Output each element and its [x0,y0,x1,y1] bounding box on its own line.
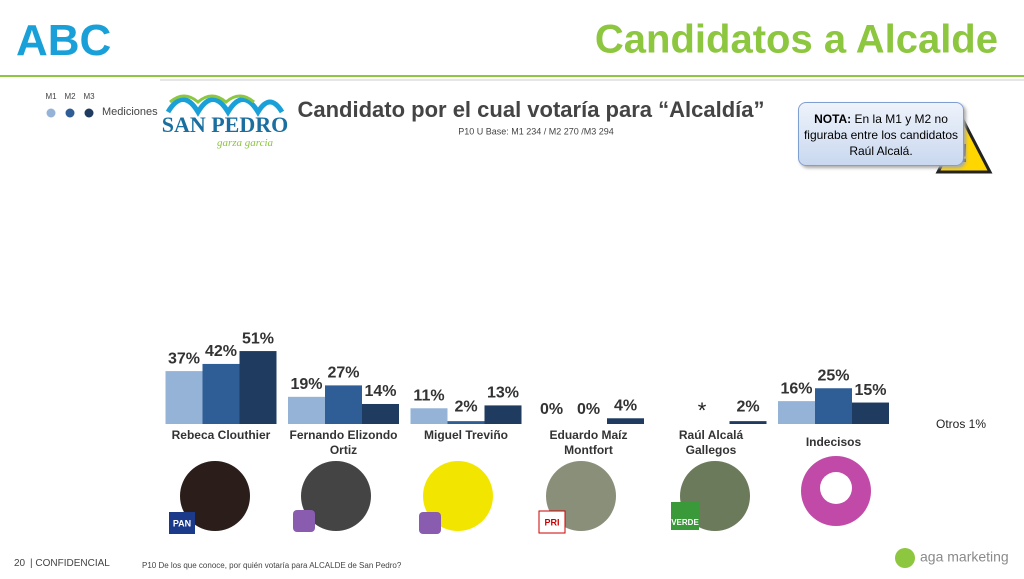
bar [729,421,767,424]
party-label: VERDE [671,518,699,527]
bar [410,408,448,424]
value-label: 0% [540,401,563,418]
page-title: Candidatos a Alcalde [595,18,998,62]
value-label: 4% [614,397,637,414]
category-label: Fernando Elizondo Ortiz [289,428,398,457]
value-label: 2% [736,398,759,415]
party-label: PAN [173,518,191,528]
value-label: 0% [577,401,600,418]
note: NOTA: En la M1 y M2 no figuraba entre lo… [798,102,964,166]
category-label: Rebeca Clouthier [171,428,271,442]
bar [325,385,362,424]
photo [301,461,371,531]
chart-subtitle: P10 U Base: M1 234 / M2 270 /M3 294 [458,126,614,136]
annotation: * [698,398,707,423]
bar [447,421,485,424]
party-badge [293,510,315,532]
note-label: NOTA: [814,112,852,126]
value-label: 14% [364,383,396,400]
brand: SAN PEDRO [162,112,289,137]
bar [239,351,277,424]
legend-marker [46,108,56,118]
value-label: 37% [168,350,200,367]
category-label: Raúl Alcalá Gallegos [678,428,744,457]
bar [202,363,240,424]
legend-marker [65,108,75,118]
value-label: 27% [327,365,359,382]
icon [820,472,852,504]
chart-title: Candidato por el cual votaría para “Alca… [297,97,764,122]
value-label: 25% [817,367,849,384]
bar [165,371,203,424]
warning-mark: ! [960,138,969,168]
legend-marker [84,108,94,118]
confidential: | CONFIDENCIAL [30,558,110,569]
category-label: Eduardo Maíz Montfort [549,428,628,457]
footnote: P10 De los que conoce, por quién votaría… [142,561,402,570]
bar [484,405,522,424]
annotation: Otros 1% [936,417,986,431]
bar [778,401,815,424]
value-label: 15% [854,382,886,399]
photo [180,461,250,531]
value-label: 42% [205,343,237,360]
photos: PAN PRI VERDE [169,456,871,534]
brand-waves [165,97,285,117]
note-text: En la M1 y M2 no figuraba entre los cand… [803,112,959,158]
brand-waves [169,94,255,104]
company-logo [895,548,915,568]
value-label: 11% [413,387,444,404]
logo: ABC [16,16,111,65]
photo [423,461,493,531]
legend-label: M1 [45,92,57,101]
value-label: 16% [780,380,812,397]
value-label: 19% [290,376,322,393]
party-badge [671,502,699,530]
value-label: 51% [242,330,274,347]
category-label: Miguel Treviño [423,428,508,442]
bar [607,418,644,424]
legend-title: Mediciones [102,106,158,118]
company: aga marketing [920,549,1009,565]
bar [815,388,852,424]
page-number: 20 [14,558,26,569]
bar [362,403,399,424]
brand-tagline: garza garcia [217,137,274,149]
party-badge [419,512,441,534]
bar [288,396,325,424]
value-label: 2% [454,398,477,415]
value-label: 13% [487,385,519,402]
bar [852,402,889,424]
category-label: Indecisos [805,435,862,449]
legend-label: M2 [64,92,76,101]
legend-label: M3 [83,92,95,101]
party-badge [169,512,195,534]
party-label: PRI [544,517,559,527]
party-badge [538,510,566,534]
